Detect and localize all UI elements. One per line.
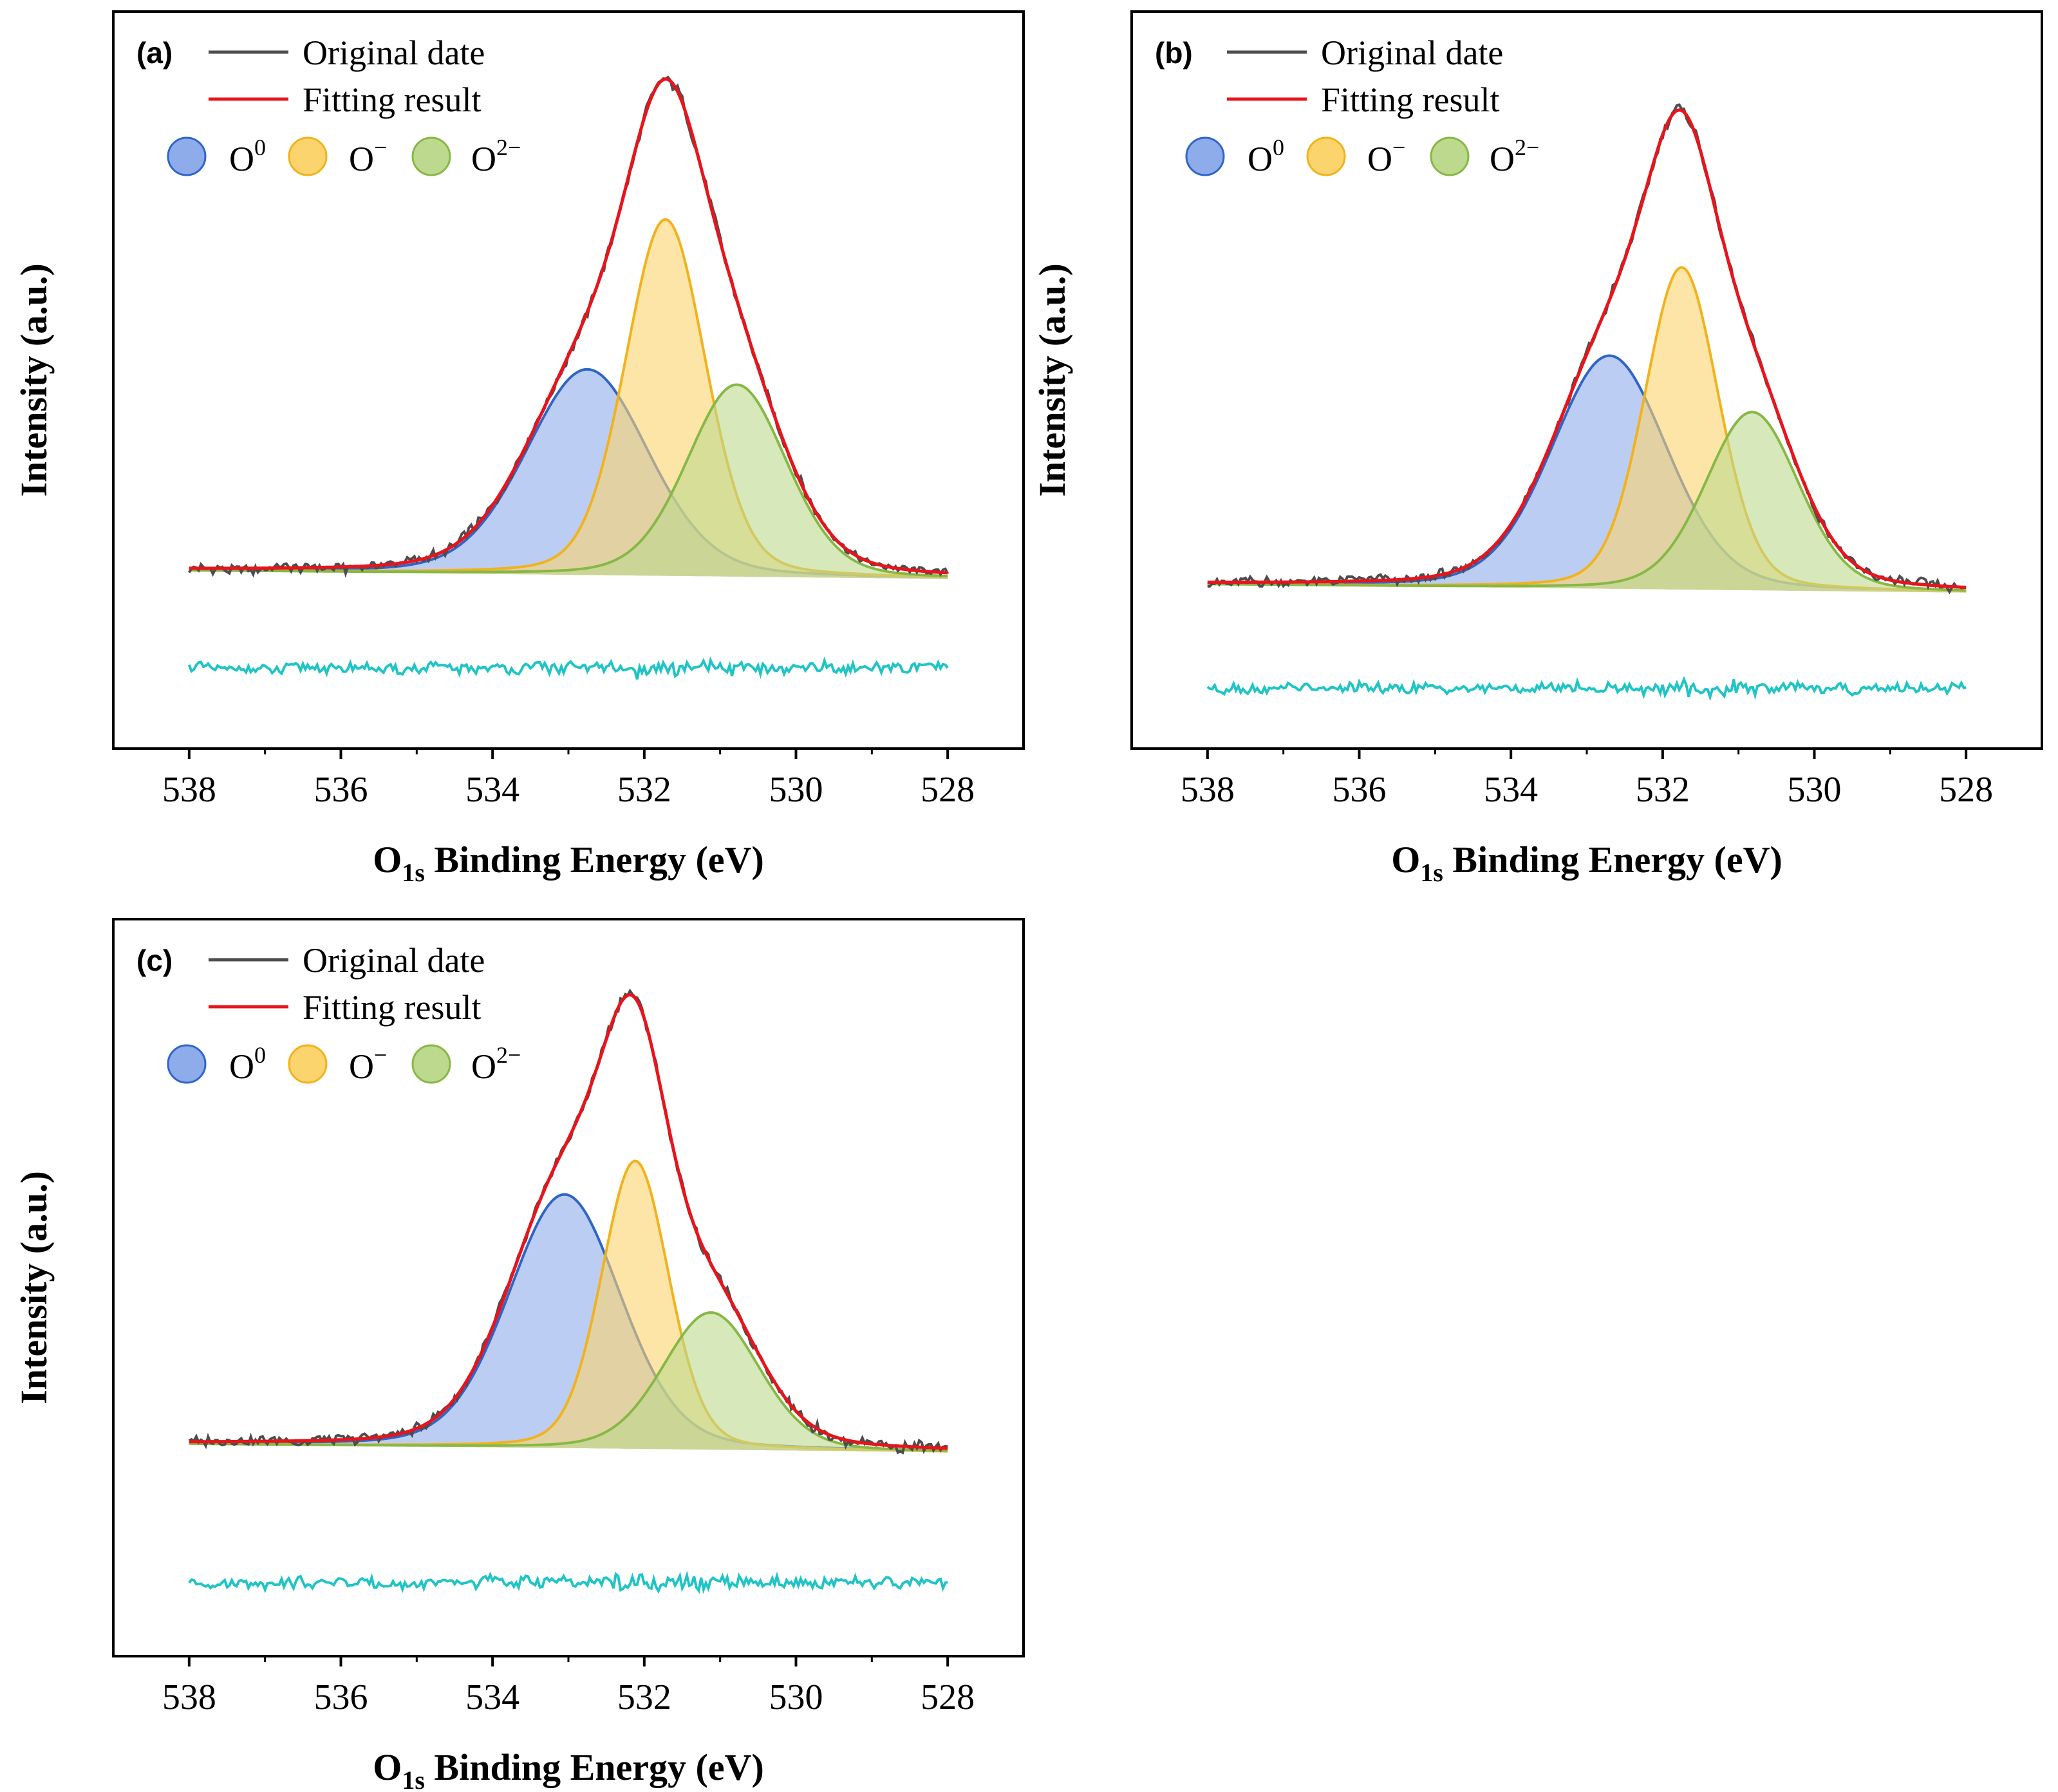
legend-ominus-swatch xyxy=(288,1044,328,1084)
x-tick-label: 528 xyxy=(921,770,975,810)
legend-o2minus-swatch xyxy=(411,136,451,176)
x-tick-label: 536 xyxy=(314,1677,368,1717)
component-fill-o2minus xyxy=(189,1312,948,1453)
component-line-o2minus xyxy=(189,383,948,577)
legend-ominus-swatch xyxy=(288,136,328,176)
x-tick-label: 532 xyxy=(617,1677,671,1717)
legend-original-label: Original date xyxy=(303,33,485,72)
x-axis-title: O1s Binding Energy (eV) xyxy=(373,839,764,887)
chart-panel-a: 538 536 534 532 530 528 O1s Binding Energy (eV… xyxy=(13,10,1025,887)
legend-ominus-label: O− xyxy=(349,135,387,178)
x-tick-label: 530 xyxy=(769,770,823,810)
panel-letter: (b) xyxy=(1155,36,1193,70)
residual-line xyxy=(188,1570,948,1594)
x-axis-title: O1s Binding Energy (eV) xyxy=(373,1746,764,1792)
legend-ominus-label: O− xyxy=(1367,135,1405,178)
component-fill-o2minus xyxy=(1207,412,1967,593)
component-fill-o0 xyxy=(189,369,948,579)
panel-letter: (c) xyxy=(136,944,173,977)
x-tick-label: 538 xyxy=(1181,770,1235,810)
x-tick-label: 536 xyxy=(314,770,368,810)
legend-fitting-label: Fitting result xyxy=(303,988,482,1027)
fitting-result-line xyxy=(1207,108,1967,589)
y-axis-title: Intensity (a.u.) xyxy=(1031,263,1073,497)
component-fill-o2minus xyxy=(189,384,948,579)
y-axis-title: Intensity (a.u.) xyxy=(13,263,55,497)
legend-o2minus-swatch xyxy=(411,1044,451,1084)
legend-o0-swatch xyxy=(167,1044,207,1084)
legend-o0-swatch xyxy=(1185,136,1225,176)
component-fill-o0 xyxy=(189,1194,948,1453)
fitting-result-line xyxy=(189,993,948,1450)
legend-original-label: Original date xyxy=(1321,33,1503,72)
legend-ominus-label: O− xyxy=(349,1042,387,1086)
legend-o0-swatch xyxy=(167,136,207,176)
legend-o0-label: O0 xyxy=(1248,135,1284,178)
x-tick-label: 536 xyxy=(1333,770,1387,810)
x-tick-label: 528 xyxy=(1939,770,1993,810)
fitting-result-line xyxy=(189,77,948,575)
x-tick-label: 530 xyxy=(769,1677,823,1717)
legend-o2minus-swatch xyxy=(1430,136,1470,176)
x-tick-label: 538 xyxy=(162,770,216,810)
x-tick-label: 532 xyxy=(617,770,671,810)
chart-panel-b: 538 536 534 532 530 528 O1s Binding Energy (eV… xyxy=(1031,10,2043,887)
chart-panel-c: 538 536 534 532 530 528 O1s Binding Energy (eV… xyxy=(13,918,1025,1792)
legend-fitting-label: Fitting result xyxy=(303,80,482,119)
x-tick-label: 534 xyxy=(465,1677,519,1717)
x-tick-label: 530 xyxy=(1788,770,1842,810)
legend-ominus-swatch xyxy=(1306,136,1346,176)
legend-fitting-label: Fitting result xyxy=(1321,80,1500,119)
legend-o0-label: O0 xyxy=(229,135,266,178)
x-tick-label: 532 xyxy=(1636,770,1690,810)
legend-original-label: Original date xyxy=(303,941,485,980)
y-axis-title: Intensity (a.u.) xyxy=(13,1171,55,1405)
legend-o2minus-label: O2− xyxy=(1490,135,1539,178)
legend-o2minus-label: O2− xyxy=(471,1042,521,1086)
residual-line xyxy=(187,656,949,680)
component-fill-o0 xyxy=(1207,355,1967,593)
residual-line xyxy=(1206,676,1967,702)
component-line-o2minus xyxy=(189,1311,948,1452)
x-axis-title: O1s Binding Energy (eV) xyxy=(1391,839,1782,887)
legend-o0-label: O0 xyxy=(229,1042,266,1086)
x-tick-label: 534 xyxy=(465,770,519,810)
x-tick-label: 534 xyxy=(1484,770,1538,810)
x-tick-label: 538 xyxy=(162,1677,216,1717)
panel-letter: (a) xyxy=(136,36,173,70)
x-tick-label: 528 xyxy=(921,1677,975,1717)
legend-o2minus-label: O2− xyxy=(471,135,521,178)
